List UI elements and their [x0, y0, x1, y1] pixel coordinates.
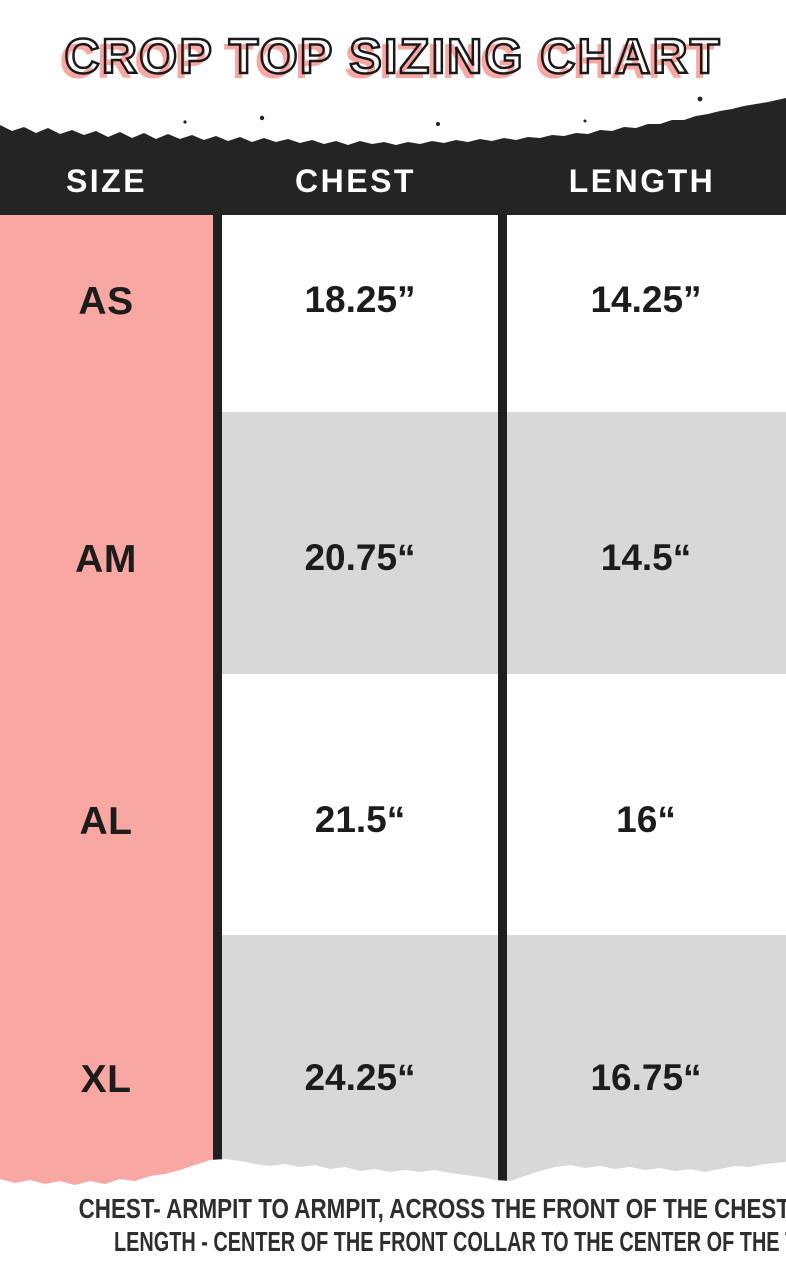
chest-definition-text: CHEST- ARMPIT TO ARMPIT, ACROSS THE FRON…: [78, 1193, 786, 1224]
length-cell: 14.25”: [590, 279, 702, 320]
table-header-row: SIZE CHEST LENGTH: [0, 150, 786, 214]
length-definition: LENGTH - CENTER OF THE FRONT COLLAR TO T…: [114, 1225, 786, 1258]
page-title: CROP TOP SIZING CHART CROP TOP SIZING CH…: [0, 22, 786, 100]
size-column-background: [0, 215, 213, 1200]
paper-speck: [583, 119, 587, 123]
header-length: LENGTH: [568, 163, 716, 199]
size-cell: XL: [80, 1058, 132, 1101]
length-cell: 16“: [616, 799, 676, 840]
page-title-fill: CROP TOP SIZING CHART: [59, 35, 717, 89]
header-chest: CHEST: [295, 163, 416, 199]
length-cell: 16.75“: [590, 1057, 702, 1098]
chest-cell: 20.75“: [304, 537, 416, 578]
torn-edge-shape: [0, 98, 786, 215]
paper-speck: [436, 122, 440, 126]
length-definition-text: LENGTH - CENTER OF THE FRONT COLLAR TO T…: [113, 1226, 786, 1257]
table-body: AS 18.25” 14.25” AM 20.75“ 14.5“ AL 21.5…: [0, 215, 786, 1200]
length-cell: 14.5“: [600, 537, 692, 578]
column-divider-2: [498, 215, 507, 1181]
chest-cell: 24.25“: [304, 1057, 416, 1098]
torn-edge-shape: [0, 1159, 786, 1210]
paper-speck: [259, 115, 265, 121]
paper-speck: [183, 120, 187, 124]
page-title-outline: CROP TOP SIZING CHART: [63, 29, 722, 86]
chest-definition: CHEST- ARMPIT TO ARMPIT, ACROSS THE FRON…: [79, 1192, 786, 1225]
chest-cell: 18.25”: [304, 279, 416, 320]
paper-speck: [697, 96, 703, 102]
size-cell: AL: [79, 800, 133, 843]
chest-cell: 21.5“: [314, 799, 406, 840]
measurement-notes: CHEST- ARMPIT TO ARMPIT, ACROSS THE FRON…: [0, 1192, 786, 1258]
size-cell: AM: [75, 538, 137, 581]
torn-paper-footer: [0, 1159, 786, 1210]
header-size: SIZE: [65, 163, 148, 199]
torn-paper-header: [0, 96, 786, 215]
column-divider-1: [213, 215, 222, 1163]
size-cell: AS: [78, 280, 134, 323]
